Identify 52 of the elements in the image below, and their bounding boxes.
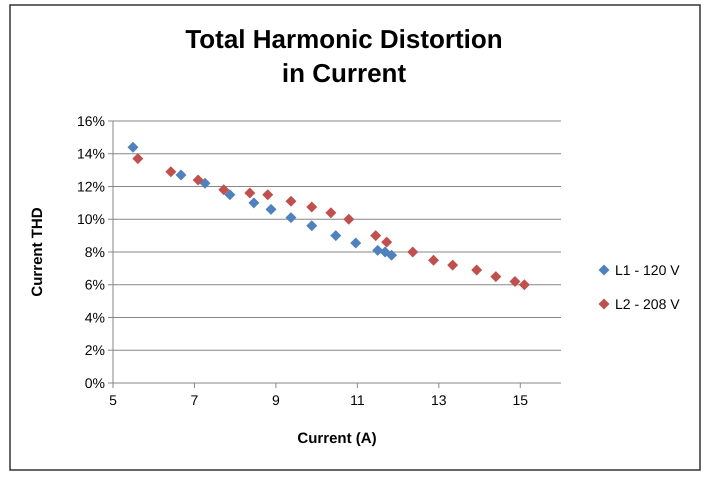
point <box>165 166 176 178</box>
y-tick-label: 10% <box>76 211 105 228</box>
point <box>350 237 362 248</box>
point <box>380 246 391 258</box>
y-tick-label: 6% <box>84 276 105 293</box>
point <box>381 236 392 248</box>
point <box>407 246 418 258</box>
legend-label: L1 - 120 V <box>615 262 680 278</box>
point <box>132 153 144 164</box>
y-tick-label: 14% <box>76 146 105 162</box>
y-tick-label: 16% <box>76 112 105 129</box>
point <box>490 271 502 282</box>
y-axis-title: Current THD <box>29 207 46 297</box>
point <box>330 230 342 242</box>
point <box>447 260 458 271</box>
point <box>248 197 260 208</box>
x-tick-label: 13 <box>431 392 447 408</box>
y-tick-label: 0% <box>84 374 105 391</box>
point <box>471 264 482 276</box>
point <box>343 214 354 225</box>
point <box>325 207 336 218</box>
point <box>244 188 256 199</box>
legend-label: L2 - 208 V <box>615 296 680 312</box>
point <box>176 170 187 181</box>
point <box>370 230 382 242</box>
x-tick-label: 9 <box>272 392 280 408</box>
y-tick-label: 8% <box>84 244 105 260</box>
point <box>509 276 520 287</box>
x-tick-label: 11 <box>350 392 365 408</box>
x-tick-label: 7 <box>190 392 199 408</box>
point <box>218 184 230 196</box>
point <box>372 244 384 256</box>
point <box>285 196 296 207</box>
point <box>386 250 398 261</box>
point <box>192 174 204 186</box>
point <box>262 189 274 200</box>
point <box>306 201 318 212</box>
point <box>518 279 530 290</box>
x-axis-title: Current (A) <box>297 430 377 447</box>
point <box>266 204 277 215</box>
chart-title: Total Harmonic Distortion in Current <box>185 24 503 88</box>
x-tick-label: 5 <box>109 392 118 408</box>
point <box>285 212 296 224</box>
y-tick-label: 12% <box>76 178 105 194</box>
point <box>200 178 211 189</box>
point <box>306 220 318 232</box>
y-tick-label: 2% <box>84 342 105 358</box>
point <box>428 254 440 266</box>
y-tick-label: 4% <box>84 309 105 326</box>
point <box>127 142 138 153</box>
x-tick-label: 15 <box>512 392 528 408</box>
point <box>224 189 236 200</box>
